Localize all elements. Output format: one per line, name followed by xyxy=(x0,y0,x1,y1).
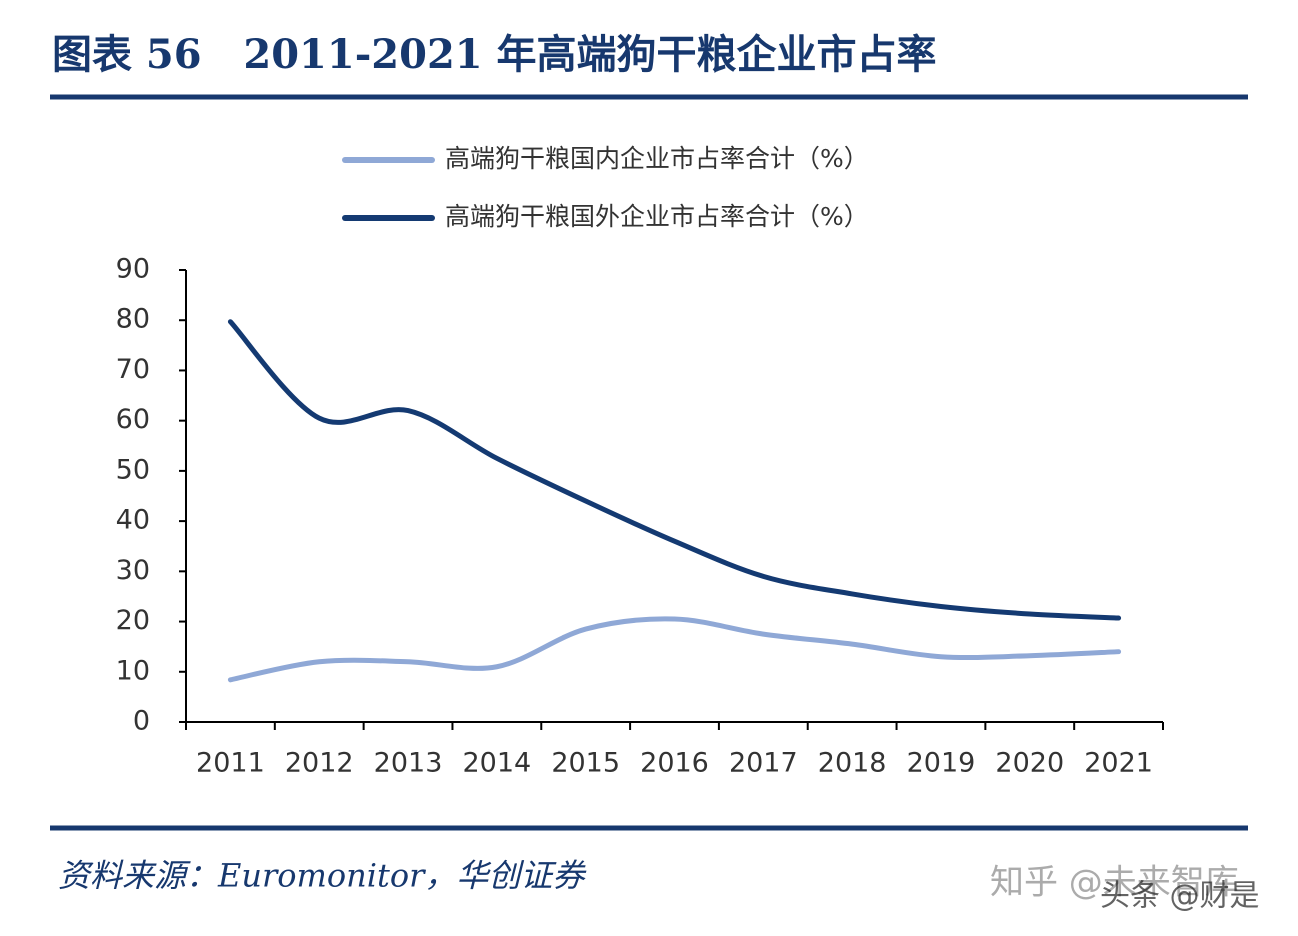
legend-label: 高端狗干粮国外企业市占率合计（%） xyxy=(445,202,869,231)
y-tick-label: 70 xyxy=(116,354,150,385)
x-tick-label: 2013 xyxy=(374,748,443,779)
y-tick-label: 80 xyxy=(116,304,150,335)
y-tick-label: 40 xyxy=(116,505,150,536)
y-tick-label: 50 xyxy=(116,454,150,485)
x-tick-label: 2019 xyxy=(907,748,976,779)
line xyxy=(227,319,1122,621)
x-tick-label: 2018 xyxy=(818,748,887,779)
y-tick-label: 60 xyxy=(116,404,150,435)
watermark: 头条 @财是 xyxy=(1100,879,1260,914)
x-tick-label: 2020 xyxy=(995,748,1064,779)
x-tick-label: 2012 xyxy=(285,748,354,779)
y-tick-label: 10 xyxy=(116,655,150,686)
legend-label: 高端狗干粮国内企业市占率合计（%） xyxy=(445,144,869,173)
y-tick-label: 20 xyxy=(116,605,150,636)
y-tick-label: 30 xyxy=(116,555,150,586)
y-tick-label: 0 xyxy=(133,706,150,737)
x-tick-label: 2011 xyxy=(196,748,265,779)
line xyxy=(227,616,1122,683)
watermark: 知乎 @未来智库 xyxy=(990,863,1239,903)
x-tick-label: 2017 xyxy=(729,748,798,779)
x-tick-label: 2015 xyxy=(551,748,620,779)
chart-title: 图表 56 2011-2021 年高端狗干粮企业市占率 xyxy=(52,31,937,78)
y-tick-label: 90 xyxy=(116,254,150,285)
x-tick-label: 2016 xyxy=(640,748,709,779)
x-tick-label: 2014 xyxy=(463,748,532,779)
x-tick-label: 2021 xyxy=(1084,748,1153,779)
source: 资料来源：Euromonitor，华创证券 xyxy=(58,857,587,895)
